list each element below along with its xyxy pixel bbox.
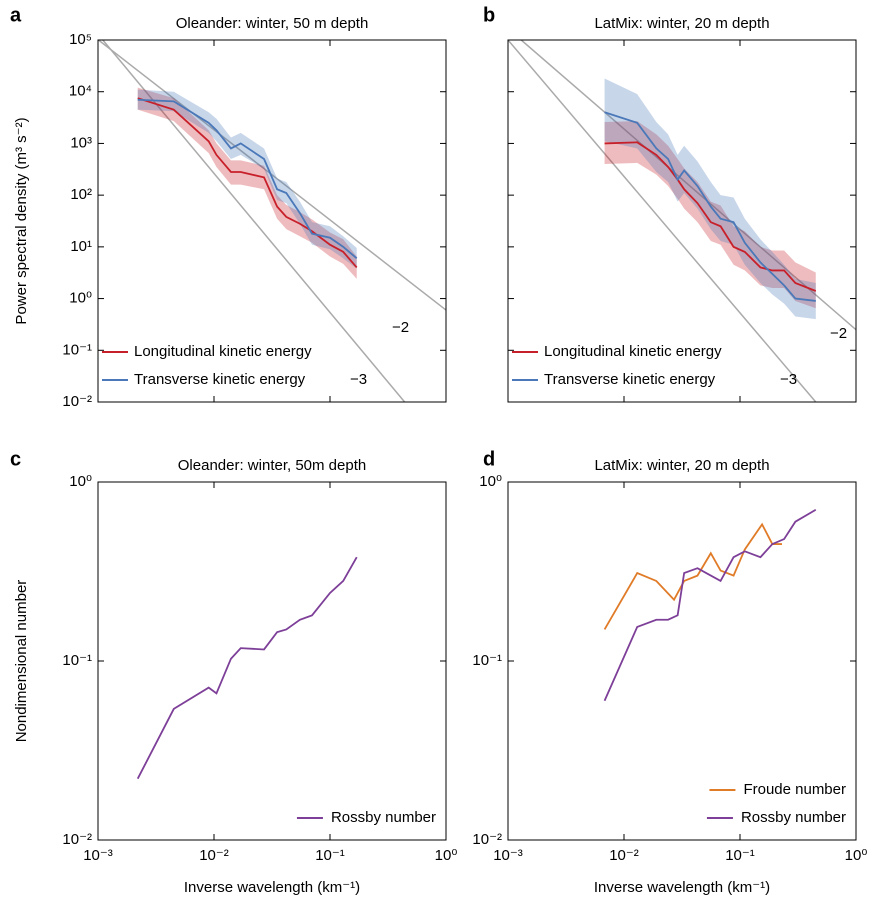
legend-label: Transverse kinetic energy (134, 371, 306, 388)
x-tick-label: 10⁻² (199, 847, 229, 864)
y-tick-label: 10⁻¹ (62, 652, 92, 669)
reference-line (98, 40, 446, 311)
panel: c Oleander: winter, 50m depth Nondimension… (10, 448, 457, 896)
reference-label: −3 (350, 371, 367, 388)
confidence-band (137, 89, 357, 269)
panel-label: b (483, 4, 495, 26)
series-line (604, 111, 816, 302)
x-tick-label: 10⁻² (609, 847, 639, 864)
y-tick-label: 10⁵ (69, 31, 92, 48)
series-line (137, 97, 358, 269)
x-axis-label: Inverse wavelength (km⁻¹) (594, 879, 770, 896)
y-tick-label: 10⁻¹ (472, 652, 502, 669)
panel-label: c (10, 448, 21, 470)
panel-title: Oleander: winter, 50m depth (178, 457, 366, 474)
y-axis-label: Nondimensional number (13, 580, 30, 743)
confidence-band (137, 87, 357, 279)
panel: d LatMix: winter, 20 m depth Inverse wavel… (472, 448, 867, 896)
y-tick-label: 10⁻² (62, 393, 92, 410)
panel-title: Oleander: winter, 50 m depth (176, 15, 369, 32)
y-axis-label: Power spectral density (m³ s⁻²) (13, 117, 30, 324)
y-tick-label: 10² (70, 186, 92, 203)
x-tick-label: 10⁻³ (83, 847, 113, 864)
x-tick-label: 10⁰ (845, 847, 868, 864)
plot-area (508, 40, 856, 402)
plot-frame (97, 39, 447, 403)
series-line (603, 522, 782, 630)
y-tick-label: 10⁰ (479, 473, 502, 490)
reference-label: −2 (392, 319, 409, 336)
y-tick-label: 10³ (70, 134, 92, 151)
legend-label: Longitudinal kinetic energy (544, 343, 722, 360)
legend-label: Rossby number (741, 809, 846, 826)
confidence-band (604, 121, 816, 309)
y-tick-label: 10⁰ (69, 290, 92, 307)
panel: a Oleander: winter, 50 m depth Power spect… (10, 4, 447, 410)
x-axis-label: Inverse wavelength (km⁻¹) (184, 879, 360, 896)
x-tick-label: 10⁰ (435, 847, 458, 864)
plot-frame (507, 39, 857, 403)
legend-label: Rossby number (331, 809, 436, 826)
legend-label: Longitudinal kinetic energy (134, 343, 312, 360)
plot-frame (97, 481, 447, 841)
legend-label: Transverse kinetic energy (544, 371, 716, 388)
y-tick-label: 10⁰ (69, 473, 92, 490)
panel-title: LatMix: winter, 20 m depth (594, 15, 769, 32)
y-tick-label: 10⁴ (69, 83, 92, 100)
reference-line (520, 40, 856, 331)
reference-label: −3 (780, 371, 797, 388)
y-tick-label: 10⁻² (472, 831, 502, 848)
series-line (604, 141, 817, 292)
panel: b LatMix: winter, 20 m depth −2 −3 Longitudi… (483, 4, 857, 403)
plot-area (603, 508, 817, 702)
y-tick-label: 10⁻² (62, 831, 92, 848)
plot-area (136, 556, 358, 780)
y-tick-label: 10⁻¹ (62, 341, 92, 358)
reference-label: −2 (830, 325, 847, 342)
panel-label: d (483, 448, 495, 470)
plot-area (98, 40, 446, 402)
panel-title: LatMix: winter, 20 m depth (594, 457, 769, 474)
x-tick-label: 10⁻³ (493, 847, 523, 864)
x-tick-label: 10⁻¹ (315, 847, 345, 864)
confidence-band (604, 78, 816, 320)
series-line (603, 508, 817, 702)
series-line (136, 556, 358, 780)
x-tick-label: 10⁻¹ (725, 847, 755, 864)
y-tick-label: 10¹ (70, 238, 92, 255)
series-line (137, 98, 358, 260)
reference-line (508, 40, 817, 402)
legend-label: Froude number (743, 781, 846, 798)
plot-frame (507, 481, 857, 841)
panel-label: a (10, 4, 22, 26)
